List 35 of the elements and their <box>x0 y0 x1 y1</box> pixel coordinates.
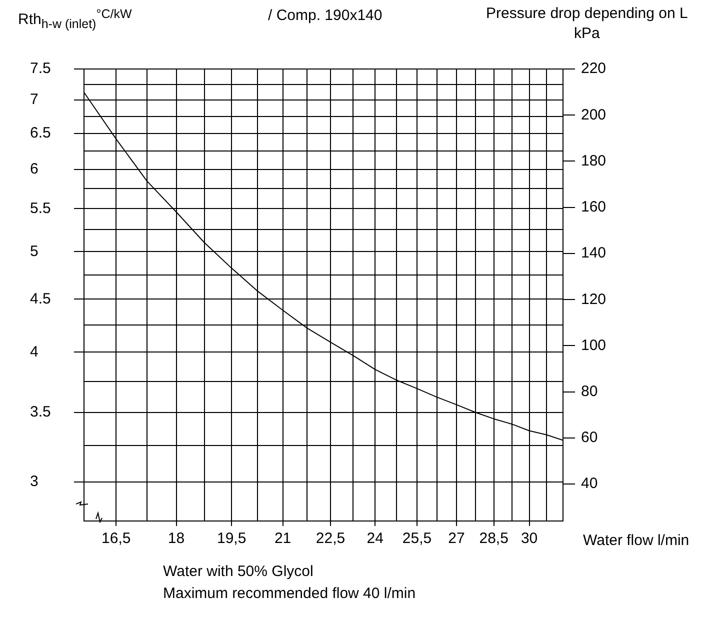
y-tick-label: 5.5 <box>30 200 51 217</box>
y-tick-label: 6 <box>30 160 38 178</box>
x-tick-label: 28,5 <box>479 530 508 548</box>
x-tick-label: 21 <box>274 530 292 548</box>
y2-tick-label: 60 <box>581 429 598 446</box>
y2-tick-label: 180 <box>581 152 606 170</box>
x-tick-label: 18 <box>168 530 185 548</box>
y-tick-label: 5 <box>30 242 38 260</box>
y2-tick-label: 220 <box>581 60 606 78</box>
y2-tick-label: 80 <box>581 383 598 400</box>
text: Water with 50% Glycol <box>163 562 314 582</box>
x-tick-label: 16,5 <box>102 530 131 548</box>
y-tick-label: 3 <box>30 472 38 490</box>
y2-axis-title: Pressure drop depending on L kPa <box>486 4 688 44</box>
x-tick-label: 22,5 <box>316 530 346 548</box>
y2-tick-label: 40 <box>581 475 598 492</box>
y2-tick-label: 120 <box>581 290 606 308</box>
x-tick-label: 19,5 <box>216 530 246 548</box>
x-tick-label: 30 <box>520 530 538 548</box>
y2-tick-label: 200 <box>581 106 606 124</box>
text: Maximum recommended flow 40 l/min <box>163 584 416 604</box>
y2-tick-label: 160 <box>581 198 606 216</box>
x-tick-label: 25,5 <box>402 530 432 548</box>
y2-tick-label: 140 <box>581 244 606 262</box>
y-tick-label: 6.5 <box>30 124 51 142</box>
y-tick-label: 3.5 <box>30 403 51 420</box>
y-tick-label: 7.5 <box>30 60 51 78</box>
y2-tick-label: 100 <box>581 336 606 354</box>
y-tick-label: 7 <box>30 91 38 108</box>
x-axis-title: Water flow l/min <box>583 531 690 551</box>
y-tick-label: 4.5 <box>30 290 51 308</box>
y-tick-label: 4 <box>30 343 38 360</box>
chart-title: / Comp. 190x140 <box>268 6 382 26</box>
x-tick-label: 24 <box>366 530 384 548</box>
x-tick-label: 27 <box>448 530 465 548</box>
